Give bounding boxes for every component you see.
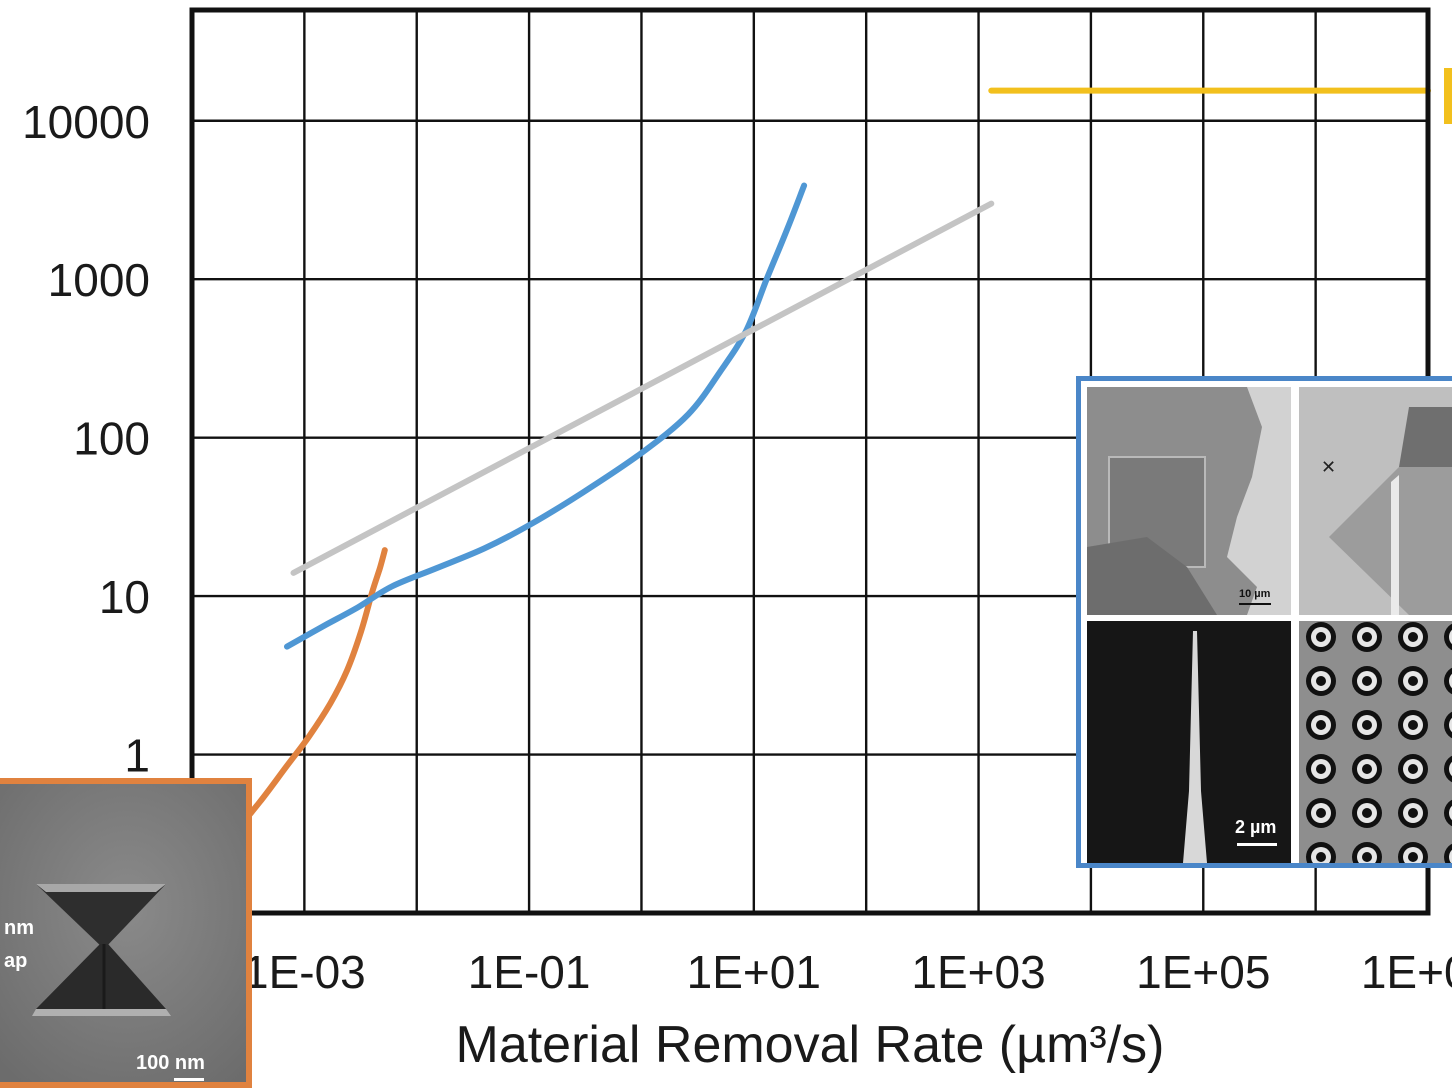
scale-label-10um: 10 µm	[1239, 588, 1271, 600]
y-tick-label: 10000	[22, 96, 150, 148]
series-line-2	[284, 182, 808, 650]
x-tick-label: 1E-01	[468, 946, 591, 998]
nanogap-annotation: nm	[4, 917, 34, 939]
y-tick-label: 100	[73, 413, 150, 465]
y-tick-label: 10	[99, 571, 150, 623]
sem-image-nanogap: nm ap 100 nm	[0, 778, 252, 1088]
svg-text:✕: ✕	[1321, 457, 1336, 478]
x-tick-label: 1E+05	[1136, 946, 1270, 998]
series-layer	[227, 87, 1431, 841]
sem-ring-array	[1299, 621, 1452, 863]
scale-bar-10um	[1239, 603, 1271, 605]
x-tick-label: 1E+03	[911, 946, 1045, 998]
sem-image-grid: 10 µm ✕ 2 µm	[1076, 376, 1452, 868]
scale-label-100nm: 100 nm	[136, 1052, 205, 1074]
y-tick-labels: 1 10 100 1000 10000	[22, 96, 150, 782]
nanogap-micrograph	[0, 784, 246, 1082]
scale-bar	[174, 1078, 204, 1081]
sem-milled-trench: ✕	[1299, 387, 1452, 615]
sem-needle-tip: 2 µm	[1087, 621, 1291, 863]
series-line-1	[227, 547, 388, 841]
series-line-3	[290, 200, 995, 576]
x-tick-labels: 1E-03 1E-01 1E+01 1E+03 1E+05 1E+07	[243, 946, 1452, 998]
scale-label-2um: 2 µm	[1235, 817, 1277, 837]
legend-swatch-partial	[1444, 68, 1452, 124]
x-axis-title: Material Removal Rate (µm³/s)	[456, 1016, 1165, 1074]
y-tick-label: 1000	[48, 254, 150, 306]
x-tick-label: 1E-03	[243, 946, 366, 998]
sem-rough-pillar: 10 µm	[1087, 387, 1291, 615]
x-tick-label: 1E+01	[687, 946, 821, 998]
scale-bar-2um	[1237, 843, 1277, 846]
nanogap-annotation-2: ap	[4, 950, 28, 972]
y-tick-label: 1	[124, 730, 150, 782]
x-tick-label: 1E+07	[1361, 946, 1452, 998]
